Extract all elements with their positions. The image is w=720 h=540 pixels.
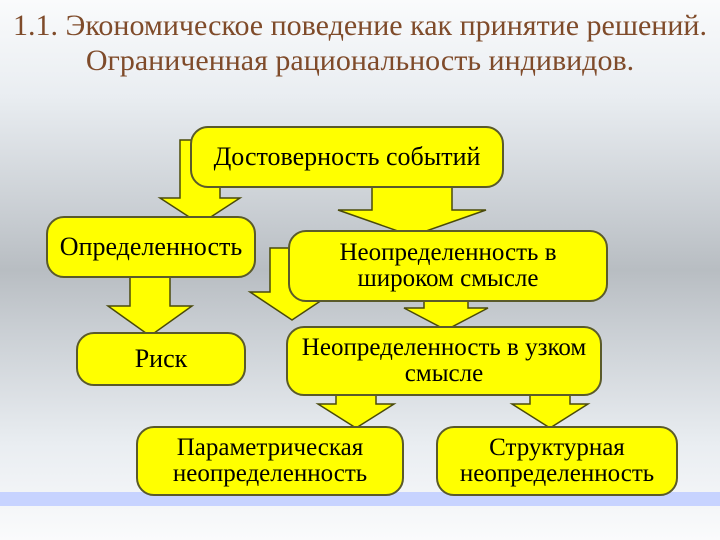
slide: 1.1. Экономическое поведение как приняти… bbox=[0, 0, 720, 540]
node-narrow: Неопределенность в узком смысле bbox=[286, 326, 602, 396]
node-certainty: Определенность bbox=[46, 216, 256, 278]
arrow-narrow-struct bbox=[512, 392, 588, 428]
arrow-narrow-param bbox=[318, 392, 394, 428]
node-risk: Риск bbox=[76, 332, 246, 386]
node-struct: Структурная неопределенность bbox=[436, 426, 678, 496]
arrow-certainty-risk bbox=[108, 274, 192, 336]
node-root: Достоверность событий bbox=[190, 126, 504, 188]
slide-title: 1.1. Экономическое поведение как приняти… bbox=[0, 8, 720, 79]
node-broad: Неопределенность в широком смысле bbox=[288, 230, 608, 302]
arrow-root-broad bbox=[338, 184, 486, 236]
node-param: Параметрическая неопределенность bbox=[136, 426, 404, 496]
